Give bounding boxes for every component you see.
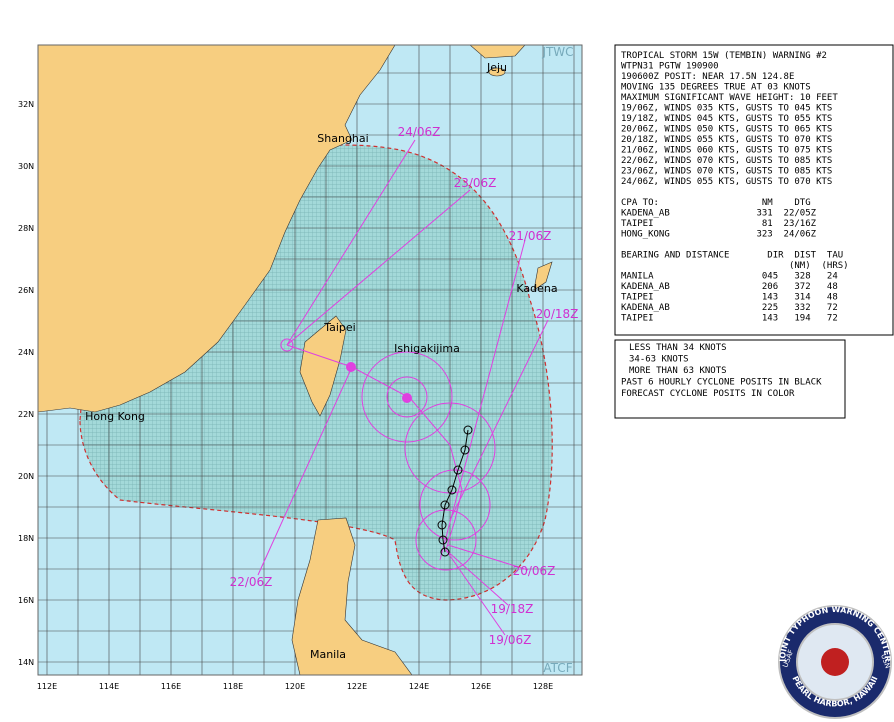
- track: [257, 139, 549, 636]
- forecast-label: 20/06Z: [513, 564, 556, 578]
- warning-line: TAIPEI 81 23/16Z: [621, 219, 817, 229]
- warning-line: 22/06Z, WINDS 070 KTS, GUSTS TO 085 KTS: [621, 156, 832, 166]
- warning-line: KADENA_AB 225 332 72: [621, 303, 838, 313]
- place-label: Kadena: [516, 282, 557, 295]
- warning-line: (NM) (HRS): [621, 261, 849, 271]
- lat-label: 14N: [18, 658, 34, 667]
- forecast-label: 22/06Z: [230, 575, 273, 589]
- warning-line: MANILA 045 328 24: [621, 272, 838, 282]
- best-track: [437, 425, 473, 557]
- warning-line: 24/06Z, WINDS 055 KTS, GUSTS TO 070 KTS: [621, 177, 832, 187]
- legend-line: LESS THAN 34 KNOTS: [629, 343, 727, 353]
- forecast-posit: [402, 393, 412, 403]
- place-label: Hong Kong: [85, 410, 145, 423]
- land: [488, 67, 506, 77]
- warning-box: [614, 44, 894, 336]
- lon-label: 128E: [533, 682, 553, 691]
- lon-label: 126E: [471, 682, 491, 691]
- lon-label: 118E: [223, 682, 243, 691]
- warning-line: TROPICAL STORM 15W (TEMBIN) WARNING #2: [621, 51, 827, 61]
- warning-line: 20/06Z, WINDS 050 KTS, GUSTS TO 065 KTS: [621, 125, 832, 135]
- warning-line: TAIPEI 143 194 72: [621, 314, 838, 324]
- warning-line: MAXIMUM SIGNIFICANT WAVE HEIGHT: 10 FEET: [621, 93, 838, 103]
- land: [291, 517, 413, 675]
- forecast-label: 20/18Z: [536, 307, 579, 321]
- lon-label: 120E: [285, 682, 305, 691]
- legend-line: PAST 6 HOURLY CYCLONE POSITS IN BLACK: [621, 378, 822, 388]
- lat-label: 20N: [18, 472, 34, 481]
- legend-line: MORE THAN 63 KNOTS: [629, 366, 727, 376]
- logo: JOINT TYPHOON WARNING CENTER PEARL HARBO…: [778, 605, 892, 719]
- lat-label: 18N: [18, 534, 34, 543]
- lon-label: 122E: [347, 682, 367, 691]
- forecast-label: 19/18Z: [491, 602, 534, 616]
- warning-line: KADENA_AB 206 372 48: [621, 282, 838, 292]
- warning-line: MOVING 135 DEGREES TRUE AT 03 KNOTS: [621, 83, 811, 93]
- lat-label: 32N: [18, 100, 34, 109]
- warning-line: 21/06Z, WINDS 060 KTS, GUSTS TO 075 KTS: [621, 146, 832, 156]
- land: [469, 45, 526, 59]
- map: [38, 45, 582, 675]
- land: [299, 315, 347, 417]
- warning-line: BEARING AND DISTANCE DIR DIST TAU: [621, 251, 843, 261]
- forecast-posit: [346, 362, 356, 372]
- lat-label: 30N: [18, 162, 34, 171]
- lat-label: 16N: [18, 596, 34, 605]
- forecast-label: 19/06Z: [489, 633, 532, 647]
- legend-box: [614, 339, 846, 419]
- place-label: Jeju: [486, 61, 507, 74]
- warning-line: KADENA_AB 331 22/05Z: [621, 209, 817, 219]
- lat-label: 26N: [18, 286, 34, 295]
- warning-line: 190600Z POSIT: NEAR 17.5N 124.8E: [621, 72, 794, 82]
- warning-line: 19/06Z, WINDS 035 KTS, GUSTS TO 045 KTS: [621, 104, 832, 114]
- lat-label: 22N: [18, 410, 34, 419]
- agency-label: JTWC: [541, 45, 573, 59]
- lon-label: 112E: [37, 682, 57, 691]
- forecast-label: 21/06Z: [509, 229, 552, 243]
- forecast-label: 23/06Z: [454, 176, 497, 190]
- place-label: Manila: [310, 648, 346, 661]
- lat-label: 28N: [18, 224, 34, 233]
- lat-label: 24N: [18, 348, 34, 357]
- warning-line: CPA TO: NM DTG: [621, 198, 811, 208]
- place-label: Ishigakijima: [394, 342, 460, 355]
- warning-line: 23/06Z, WINDS 070 KTS, GUSTS TO 085 KTS: [621, 167, 832, 177]
- warning-line: HONG_KONG 323 24/06Z: [621, 230, 817, 240]
- land: [533, 261, 553, 291]
- legend-line: 34-63 KNOTS: [629, 355, 689, 365]
- warning-line: TAIPEI 143 314 48: [621, 293, 838, 303]
- place-label: Shanghai: [317, 132, 368, 145]
- lon-label: 114E: [99, 682, 119, 691]
- place-label: Taipei: [323, 321, 356, 334]
- lon-label: 116E: [161, 682, 181, 691]
- warning-line: 20/18Z, WINDS 055 KTS, GUSTS TO 070 KTS: [621, 135, 832, 145]
- warning-line: 19/18Z, WINDS 045 KTS, GUSTS TO 055 KTS: [621, 114, 832, 124]
- legend-line: FORECAST CYCLONE POSITS IN COLOR: [621, 389, 795, 399]
- agency-label: ATCF: [543, 661, 572, 675]
- forecast-label: 24/06Z: [398, 125, 441, 139]
- warning-line: WTPN31 PGTW 190900: [621, 62, 719, 72]
- lon-label: 124E: [409, 682, 429, 691]
- land: [38, 45, 396, 413]
- map-frame: [37, 44, 583, 676]
